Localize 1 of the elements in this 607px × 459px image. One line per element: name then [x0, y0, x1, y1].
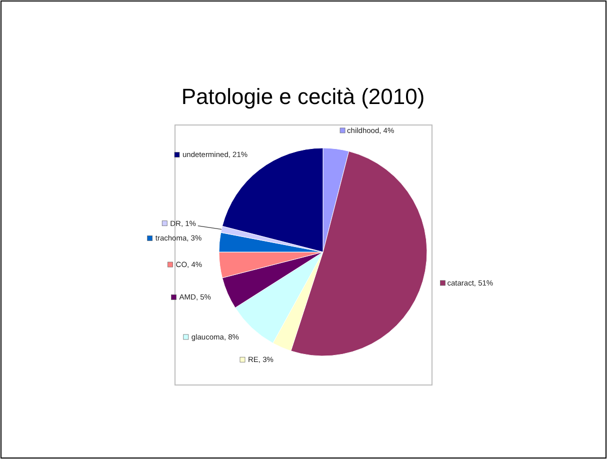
chart-title: Patologie e cecità (2010) — [181, 84, 425, 109]
